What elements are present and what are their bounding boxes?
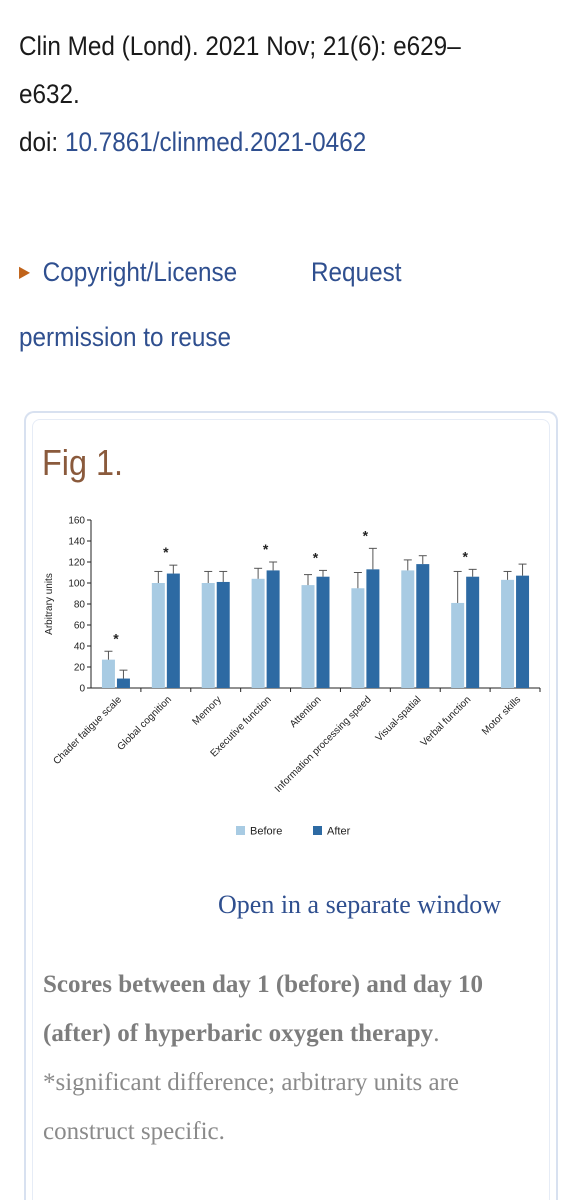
citation-line-1: Clin Med (Lond). 2021 Nov; 21(6): e629– bbox=[19, 31, 461, 61]
x-tick-label: Information processing speed bbox=[273, 694, 374, 795]
significance-marker: * bbox=[263, 541, 269, 557]
bar-before bbox=[201, 583, 215, 688]
open-separate-window-link[interactable]: Open in a separate window bbox=[218, 890, 502, 919]
y-tick-label: 80 bbox=[74, 600, 86, 611]
y-tick-label: 40 bbox=[74, 642, 86, 653]
bar-after bbox=[166, 573, 180, 688]
bar-after bbox=[516, 575, 530, 688]
x-tick-label: Attention bbox=[288, 694, 324, 730]
x-tick-label: Chader fatigue scale bbox=[51, 694, 124, 767]
caption-bold: Scores between day 1 (before) and day 10… bbox=[43, 971, 484, 1047]
significance-marker: * bbox=[163, 544, 169, 560]
citation-line-2: e632. bbox=[19, 79, 80, 109]
figure-title: Fig 1. bbox=[42, 442, 124, 483]
y-tick-label: 140 bbox=[68, 537, 85, 548]
x-tick-label: Global cognition bbox=[115, 694, 173, 752]
bar-after bbox=[116, 678, 130, 688]
y-tick-label: 60 bbox=[74, 621, 86, 632]
y-tick-label: 120 bbox=[68, 558, 85, 569]
significance-marker: * bbox=[113, 630, 119, 646]
bar-before bbox=[501, 579, 515, 688]
bar-before bbox=[301, 585, 315, 688]
bar-before bbox=[451, 602, 465, 688]
request-permission-link[interactable]: Request bbox=[310, 257, 402, 287]
bar-before bbox=[401, 570, 415, 688]
expand-triangle-icon[interactable]: ▶ bbox=[19, 264, 31, 281]
doi-line: doi: 10.7861/clinmed.2021-0462 bbox=[19, 118, 505, 166]
doi-link[interactable]: 10.7861/clinmed.2021-0462 bbox=[64, 127, 367, 157]
permission-link[interactable]: permission to reuse bbox=[19, 322, 232, 352]
significance-marker: * bbox=[462, 548, 468, 564]
x-tick-label: Visual-spatial bbox=[374, 694, 424, 744]
bar-before bbox=[151, 583, 165, 688]
bar-after bbox=[366, 569, 380, 688]
x-tick-label: Verbal function bbox=[419, 694, 474, 749]
citation: Clin Med (Lond). 2021 Nov; 21(6): e629– … bbox=[19, 22, 505, 166]
bar-after bbox=[316, 576, 330, 688]
legend-swatch-after bbox=[313, 826, 322, 835]
y-axis-title: Arbitrary units bbox=[44, 573, 55, 635]
bar-after bbox=[466, 576, 480, 688]
y-tick-label: 20 bbox=[74, 663, 86, 674]
bar-before bbox=[251, 578, 265, 688]
y-tick-label: 0 bbox=[79, 684, 85, 695]
significance-marker: * bbox=[363, 527, 369, 543]
y-tick-label: 160 bbox=[68, 516, 85, 527]
x-tick-label: Memory bbox=[191, 694, 224, 727]
bar-before bbox=[101, 659, 115, 688]
legend-label: After bbox=[327, 826, 351, 838]
caption-rest: . *significant difference; arbitrary uni… bbox=[43, 1020, 460, 1145]
legend-label: Before bbox=[250, 826, 282, 838]
figure-panel bbox=[24, 411, 558, 1200]
bar-after bbox=[416, 564, 430, 688]
bar-before bbox=[351, 588, 365, 688]
x-tick-label: Motor skills bbox=[480, 694, 523, 737]
bar-after bbox=[266, 570, 280, 688]
license-section: ▶ Copyright/License Request permission to … bbox=[19, 240, 523, 369]
legend-swatch-before bbox=[236, 826, 245, 835]
figure-caption: Scores between day 1 (before) and day 10… bbox=[43, 960, 543, 1156]
copyright-license-link[interactable]: Copyright/License bbox=[42, 257, 238, 287]
bar-chart: 0 20 40 60 80 100 120 140 160 Arbitrary units * Cha… bbox=[44, 516, 541, 838]
bar-after bbox=[216, 581, 230, 688]
significance-marker: * bbox=[313, 549, 319, 565]
doi-label: doi: bbox=[19, 127, 65, 157]
y-tick-label: 100 bbox=[68, 579, 85, 590]
